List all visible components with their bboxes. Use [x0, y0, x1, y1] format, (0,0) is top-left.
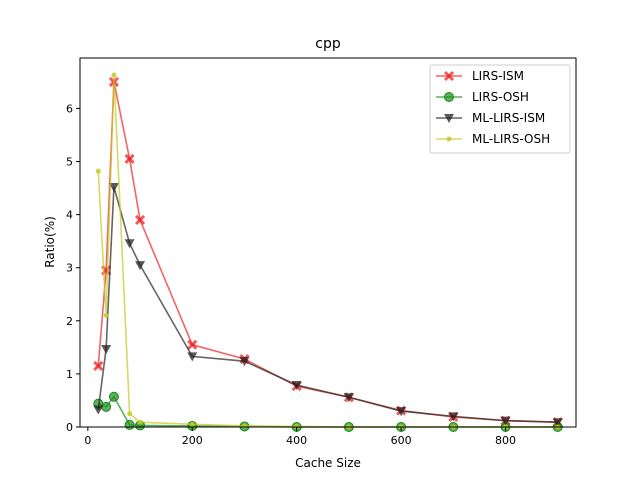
legend-box — [429, 64, 571, 154]
legend-label: LIRS-ISM — [472, 69, 524, 83]
data-point — [241, 423, 247, 429]
x-tick-label: 200 — [182, 434, 203, 447]
legend-marker — [444, 92, 454, 102]
y-tick-label: 4 — [66, 209, 73, 222]
legend-marker — [446, 136, 452, 142]
x-tick-label: 800 — [495, 434, 516, 447]
axes-frame — [79, 57, 577, 428]
x-tick-label: 0 — [84, 434, 91, 447]
legend-label: LIRS-OSH — [472, 90, 529, 104]
y-tick-label: 5 — [66, 156, 73, 169]
data-point — [187, 339, 198, 350]
y-tick-label: 2 — [66, 315, 73, 328]
data-point — [95, 168, 101, 174]
y-tick-label: 1 — [66, 368, 73, 381]
legend-marker — [444, 114, 454, 123]
legend: LIRS-ISM LIRS-OSH ML-LIRS-ISM ML-LIRS-OSH — [429, 64, 571, 154]
legend-entry: ML-LIRS-ISM — [436, 111, 545, 125]
data-point — [448, 412, 459, 422]
data-point — [294, 423, 300, 429]
data-point — [187, 352, 198, 362]
legend-label: ML-LIRS-OSH — [472, 132, 550, 146]
chart-title: cpp — [315, 36, 341, 52]
data-point — [137, 419, 143, 425]
x-tick-label: 400 — [286, 434, 307, 447]
marker-stroke — [443, 70, 455, 82]
data-point — [93, 405, 104, 415]
legend-entry: ML-LIRS-OSH — [436, 132, 550, 146]
x-axis-label: Cache Size — [295, 456, 361, 470]
data-point — [93, 360, 104, 372]
data-point — [108, 391, 119, 402]
axis-ticks: 0 200 400 600 800 0 1 2 3 4 5 6 — [66, 102, 516, 447]
marker-stroke — [124, 153, 135, 164]
data-point — [108, 183, 119, 193]
data-point — [500, 416, 511, 426]
data-point — [124, 153, 135, 164]
series-2 — [93, 183, 563, 428]
y-tick-label: 6 — [66, 102, 73, 115]
data-point — [101, 401, 112, 412]
legend-marker — [443, 70, 455, 82]
data-point — [343, 393, 354, 403]
legend-entry: LIRS-OSH — [436, 90, 529, 104]
plot-area — [93, 72, 563, 432]
data-point — [124, 419, 135, 430]
data-point — [552, 418, 563, 428]
data-point — [103, 313, 109, 319]
x-tick-label: 600 — [391, 434, 412, 447]
data-point — [101, 344, 112, 354]
marker-stroke — [187, 339, 198, 350]
marker-stroke — [134, 214, 146, 225]
y-axis-label: Ratio(%) — [43, 216, 57, 268]
legend-entry: LIRS-ISM — [436, 69, 524, 83]
data-point — [189, 421, 195, 427]
data-point — [239, 357, 250, 367]
marker-stroke — [93, 360, 104, 372]
y-tick-label: 3 — [66, 262, 73, 275]
data-point — [396, 407, 407, 417]
data-point — [127, 411, 133, 417]
legend-label: ML-LIRS-ISM — [472, 111, 545, 125]
data-point — [135, 261, 146, 271]
data-point — [134, 214, 146, 225]
data-point — [291, 381, 302, 391]
data-point — [124, 239, 135, 249]
data-point — [111, 72, 117, 78]
y-tick-label: 0 — [66, 421, 73, 434]
